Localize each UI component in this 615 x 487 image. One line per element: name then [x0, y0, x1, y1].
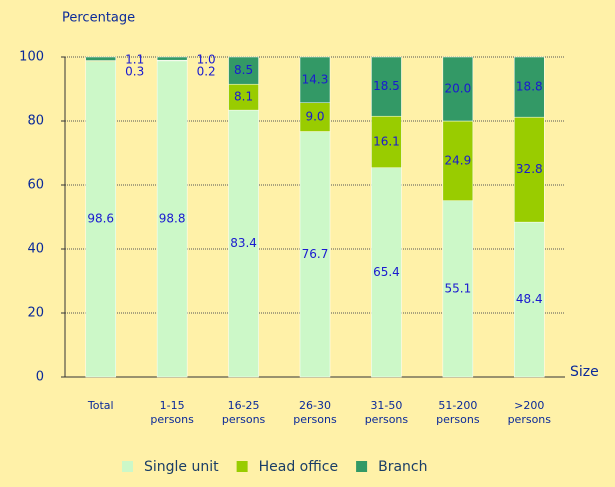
- legend-swatch: [122, 461, 133, 472]
- value-label: 65.4: [373, 265, 400, 279]
- value-label: 98.8: [159, 211, 186, 225]
- value-label: 1.0: [197, 53, 216, 67]
- bar-segment: [85, 56, 116, 61]
- x-tick-label: 1-15 persons: [150, 399, 194, 426]
- bar-segment: [442, 200, 474, 378]
- value-label: 18.8: [516, 80, 543, 94]
- y-tick-label: 80: [27, 114, 44, 129]
- y-tick-label: 60: [27, 178, 44, 193]
- value-label: 55.1: [444, 281, 471, 295]
- bar-segment: [442, 56, 474, 122]
- value-label: 0.3: [125, 65, 144, 79]
- bar-segment: [371, 115, 402, 168]
- bar-segment: [371, 167, 402, 378]
- y-tick-label: 40: [27, 242, 44, 257]
- value-label: 48.4: [516, 292, 543, 306]
- x-axis-label: Size: [570, 364, 599, 380]
- legend-swatch: [356, 461, 368, 472]
- value-label: 0.2: [197, 65, 216, 79]
- value-label: 8.5: [234, 63, 253, 77]
- value-label: 1.1: [125, 53, 144, 67]
- value-label: 24.9: [444, 153, 471, 167]
- x-tick-label: 16-25 persons: [222, 399, 266, 426]
- bar-segment: [156, 56, 188, 61]
- bar-segment: [299, 131, 331, 378]
- value-label: 8.1: [234, 90, 253, 104]
- value-label: 9.0: [305, 110, 324, 124]
- value-label: 32.8: [516, 162, 543, 176]
- bar-segment: [85, 61, 116, 378]
- bar-segment: [442, 120, 474, 201]
- y-tick-label: 20: [27, 306, 44, 321]
- bar-segment: [514, 56, 545, 118]
- bar-segment: [156, 60, 188, 378]
- y-tick-label: 0: [36, 370, 44, 385]
- bar-segment: [228, 83, 259, 111]
- bar-segment: [299, 56, 331, 104]
- value-label: 76.7: [302, 247, 329, 261]
- bar-segment: [371, 56, 402, 117]
- value-label: 18.5: [373, 79, 400, 93]
- legend-swatch: [236, 461, 248, 472]
- x-tick-label: 51-200 persons: [436, 399, 480, 426]
- bar-segment: [514, 221, 545, 378]
- x-tick-label: 26-30 persons: [293, 399, 337, 426]
- x-tick-label: Total: [87, 399, 114, 412]
- value-label: 20.0: [444, 82, 471, 96]
- x-tick-label: 31-50 persons: [365, 399, 409, 426]
- y-tick-label: 100: [19, 50, 44, 65]
- value-label: 14.3: [302, 72, 329, 86]
- legend-label: Head office: [259, 459, 338, 475]
- bar-segment: [228, 109, 259, 378]
- bar-segment: [228, 56, 259, 85]
- x-tick-label: >200 persons: [508, 399, 552, 426]
- legend-label: Single unit: [144, 459, 219, 475]
- value-label: 16.1: [373, 134, 400, 148]
- bar-segment: [299, 102, 331, 132]
- value-label: 98.6: [87, 212, 114, 226]
- y-axis-label: Percentage: [62, 11, 135, 26]
- value-label: 83.4: [230, 236, 257, 250]
- legend-label: Branch: [378, 459, 427, 475]
